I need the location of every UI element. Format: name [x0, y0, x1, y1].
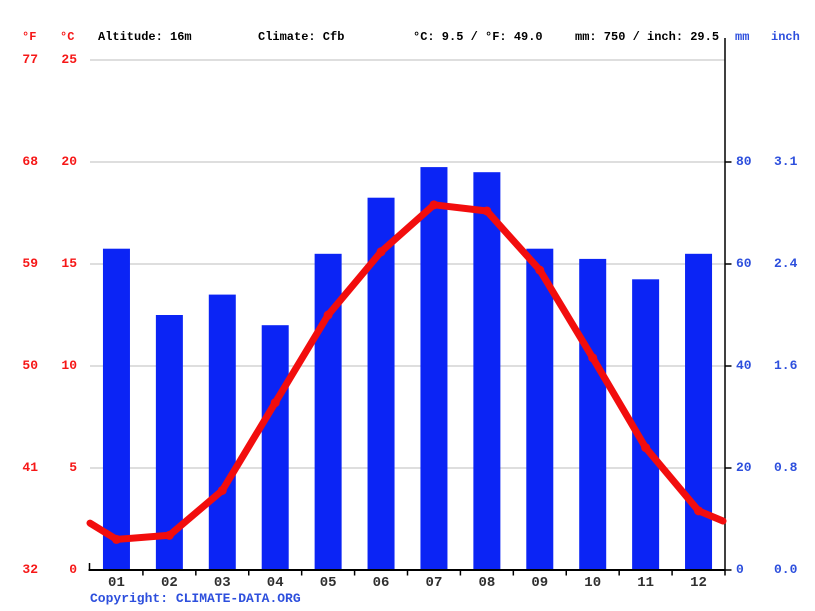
left-axis-f-tick-41: 41 [22, 460, 38, 475]
temperature-point-02 [164, 530, 174, 540]
temperature-point-06 [376, 247, 386, 257]
precip-bar-11 [632, 279, 660, 570]
temperature-point-08 [482, 206, 492, 216]
right-axis-inch-tick-0.0: 0.0 [774, 562, 798, 577]
precip-bar-07 [420, 167, 448, 570]
right-axis-inch-tick-2.4: 2.4 [774, 256, 798, 271]
mm-unit-header: mm [735, 30, 750, 44]
temperature-point-04 [270, 398, 280, 408]
left-axis-c-tick-5: 5 [69, 460, 77, 475]
right-axis-inch-tick-1.6: 1.6 [774, 358, 798, 373]
temperature-line [86, 201, 727, 543]
month-label-07: 07 [425, 575, 443, 591]
left-axis-f-tick-50: 50 [22, 358, 38, 373]
right-axis-mm-tick-40: 40 [736, 358, 752, 373]
month-label-10: 10 [584, 575, 602, 591]
precip-bar-03 [208, 294, 236, 570]
left-axis-f-tick-32: 32 [22, 562, 38, 577]
month-label-04: 04 [266, 575, 284, 591]
climate-type-label: Climate: Cfb [258, 30, 345, 44]
right-axis-mm-tick-60: 60 [736, 256, 752, 271]
month-label-09: 09 [531, 575, 549, 591]
altitude-label: Altitude: 16m [98, 30, 192, 44]
left-axis-c-tick-15: 15 [61, 256, 77, 271]
precip-bar-12 [685, 253, 713, 571]
temperature-point-07 [429, 200, 439, 210]
left-axis-c-tick-20: 20 [61, 154, 77, 169]
month-label-11: 11 [637, 575, 655, 591]
month-label-02: 02 [160, 575, 178, 591]
temperature-point-03 [217, 485, 227, 495]
right-axis-mm-tick-80: 80 [736, 154, 752, 169]
left-axis-c-tick-25: 25 [61, 52, 77, 67]
precip-bar-04 [261, 325, 289, 570]
copyright-prefix: Copyright: [90, 591, 176, 606]
right-axis-inch-tick-0.8: 0.8 [774, 460, 798, 475]
left-axis-f-tick-77: 77 [22, 52, 38, 67]
month-label-06: 06 [372, 575, 390, 591]
precip-bar-01 [102, 248, 130, 570]
fahrenheit-unit-header: °F [22, 30, 37, 44]
right-axis-mm-tick-0: 0 [736, 562, 744, 577]
temperature-point-09 [535, 265, 545, 275]
temperature-point-01 [111, 534, 121, 544]
month-label-03: 03 [213, 575, 231, 591]
inch-unit-header: inch [771, 30, 800, 44]
copyright-link[interactable]: CLIMATE-DATA.ORG [175, 591, 301, 606]
left-axis-f-tick-68: 68 [22, 154, 38, 169]
temperature-point-11 [641, 443, 651, 453]
left-axis-c-tick-10: 10 [61, 358, 77, 373]
right-axis-mm-tick-20: 20 [736, 460, 752, 475]
left-axis-f-tick-59: 59 [22, 256, 38, 271]
right-axis-inch-tick-3.1: 3.1 [774, 154, 798, 169]
copyright: Copyright: CLIMATE-DATA.ORG [90, 591, 301, 607]
month-label-01: 01 [108, 575, 125, 591]
avg-temperature-label: °C: 9.5 / °F: 49.0 [413, 30, 543, 44]
temperature-point-12 [694, 506, 704, 516]
month-label-08: 08 [478, 575, 496, 591]
precip-bar-08 [473, 172, 501, 570]
month-label-12: 12 [690, 575, 707, 591]
celsius-unit-header: °C [60, 30, 75, 44]
precip-bar-09 [526, 248, 554, 570]
left-axis-c-tick-0: 0 [69, 562, 77, 577]
annual-precip-label: mm: 750 / inch: 29.5 [575, 30, 720, 44]
temperature-point-10 [588, 353, 598, 363]
temperature-point-05 [323, 310, 333, 320]
precip-bar-10 [579, 258, 607, 570]
month-label-05: 05 [319, 575, 337, 591]
